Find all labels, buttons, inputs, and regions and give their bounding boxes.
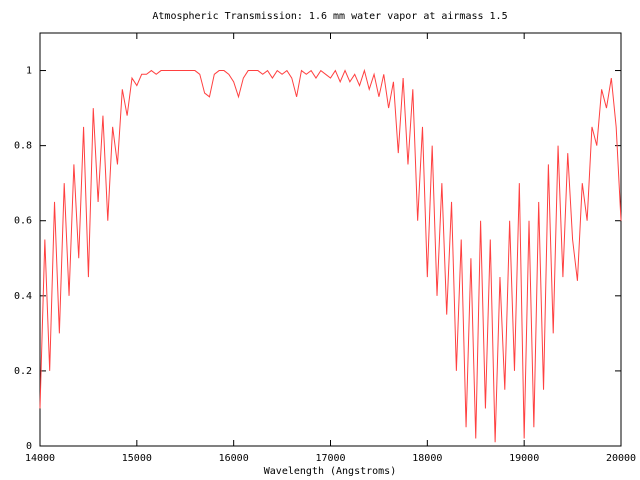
x-tick-label: 20000 — [606, 453, 636, 464]
y-tick-label: 0.8 — [14, 141, 32, 152]
x-axis-label: Wavelength (Angstroms) — [264, 466, 396, 477]
x-tick-label: 14000 — [25, 453, 55, 464]
x-tick-label: 18000 — [412, 453, 442, 464]
y-tick-label: 0 — [26, 441, 32, 452]
data-line — [39, 68, 622, 443]
chart-title: Atmospheric Transmission: 1.6 mm water v… — [152, 11, 507, 22]
y-tick-label: 0.4 — [14, 291, 32, 302]
y-tick-label: 0.2 — [14, 366, 32, 377]
plot-border — [39, 32, 622, 447]
x-tick-label: 15000 — [122, 453, 152, 464]
y-tick-label: 0.6 — [14, 216, 32, 227]
x-tick-label: 16000 — [219, 453, 249, 464]
y-tick-label: 1 — [26, 66, 32, 77]
x-tick-label: 17000 — [315, 453, 345, 464]
x-tick-label: 19000 — [509, 453, 539, 464]
